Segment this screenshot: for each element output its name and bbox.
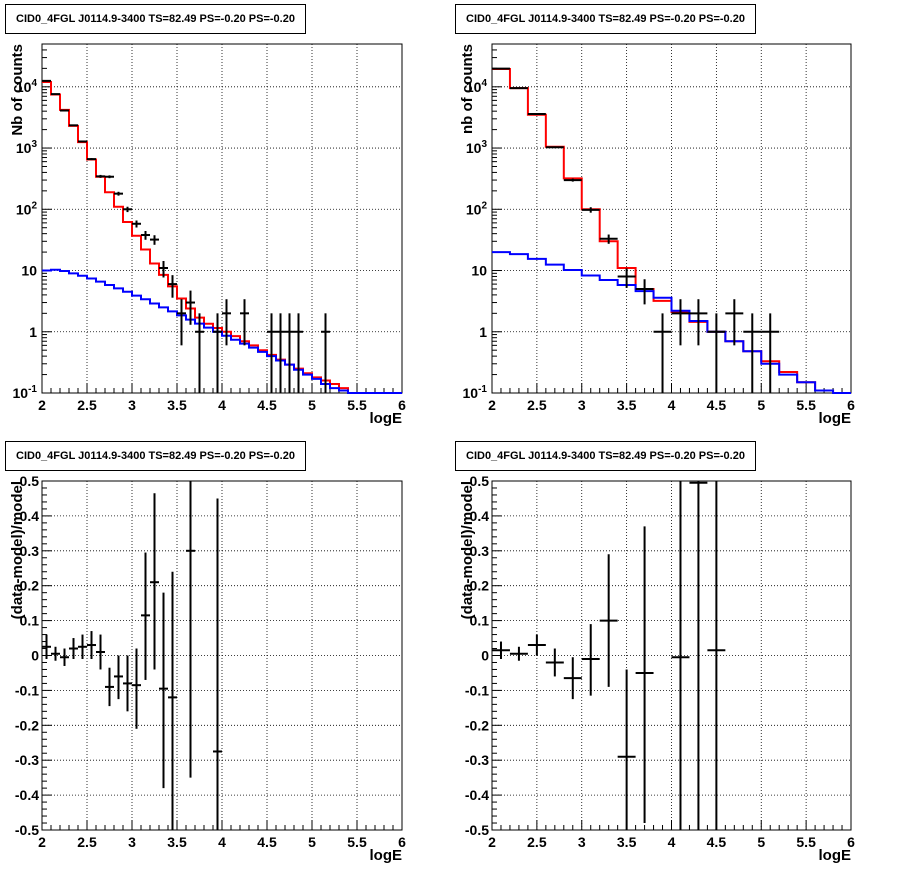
x-tick-label: 2.5	[77, 397, 97, 413]
y-tick-label: -0.2	[15, 717, 39, 733]
chart-title: CID0_4FGL J0114.9-3400 TS=82.49 PS=-0.20…	[455, 441, 756, 471]
x-tick-label: 6	[398, 834, 406, 850]
x-tick-label: 3.5	[617, 834, 637, 850]
y-tick-label: -0.1	[465, 682, 489, 698]
y-tick-label: 103	[466, 139, 488, 156]
x-tick-label: 5	[308, 834, 316, 850]
y-tick-label: 0.2	[20, 578, 40, 594]
y-tick-label: -0.3	[465, 752, 489, 768]
chart-title: CID0_4FGL J0114.9-3400 TS=82.49 PS=-0.20…	[455, 4, 756, 34]
x-tick-label: 5.5	[796, 397, 816, 413]
y-tick-label: -0.3	[15, 752, 39, 768]
plot-panel: 2 2.5 3 3.5 4 4.5 5 5.5 6 -0.5 -0.4 -0.3 -0.2 -0.1 0 0.…	[9, 473, 406, 864]
x-axis-label: logE	[819, 847, 852, 864]
plot-panel: 2 2.5 3 3.5 4 4.5 5 5.5 6 10-1 1 10 102 103 104 logE nb …	[459, 43, 855, 427]
y-tick-label: 10	[21, 263, 37, 279]
y-tick-label: 0	[31, 648, 39, 664]
y-tick-label: -0.4	[465, 787, 489, 803]
x-tick-label: 3	[578, 397, 586, 413]
plot-panel: 2 2.5 3 3.5 4 4.5 5 5.5 6 10-1 1 10 102 103 104 logE Nb …	[9, 43, 406, 427]
y-axis-label: (data-model)/model	[459, 481, 476, 619]
x-tick-label: 4	[668, 834, 676, 850]
x-tick-label: 4.5	[257, 834, 277, 850]
y-tick-label: 0.5	[470, 473, 490, 489]
x-tick-label: 5	[757, 397, 765, 413]
chart-title: CID0_4FGL J0114.9-3400 TS=82.49 PS=-0.20…	[5, 4, 306, 34]
x-tick-label: 2.5	[77, 834, 97, 850]
y-tick-label: 10-1	[13, 384, 38, 401]
x-axis-label: logE	[819, 410, 852, 427]
y-tick-label: 0.1	[20, 613, 40, 629]
y-tick-label: 102	[466, 200, 488, 217]
y-tick-label: -0.4	[15, 787, 39, 803]
y-tick-label: 0.4	[20, 508, 40, 524]
x-tick-label: 5	[308, 397, 316, 413]
y-tick-label: -0.1	[15, 682, 39, 698]
y-tick-label: 0.1	[470, 613, 490, 629]
y-tick-label: 1	[29, 324, 37, 340]
y-tick-label: 0.3	[20, 543, 40, 559]
x-tick-label: 6	[847, 834, 855, 850]
x-tick-label: 6	[398, 397, 406, 413]
x-tick-label: 4.5	[707, 397, 727, 413]
y-tick-label: 0	[481, 648, 489, 664]
y-axis-label: nb of counts	[459, 44, 476, 134]
x-tick-label: 4	[668, 397, 676, 413]
x-tick-label: 3.5	[167, 397, 187, 413]
y-axis-label: Nb of counts	[9, 44, 26, 136]
x-tick-label: 2.5	[527, 834, 547, 850]
x-tick-label: 5.5	[796, 834, 816, 850]
x-tick-label: 2	[38, 834, 46, 850]
y-tick-label: 10-1	[463, 384, 488, 401]
x-tick-label: 5.5	[347, 397, 367, 413]
y-tick-label: 0.4	[470, 508, 490, 524]
x-tick-label: 4	[218, 834, 226, 850]
y-tick-label: 103	[16, 139, 38, 156]
x-tick-label: 3	[128, 834, 136, 850]
x-tick-label: 2.5	[527, 397, 547, 413]
histogram-series-line	[492, 251, 851, 394]
x-tick-label: 3.5	[617, 397, 637, 413]
y-tick-label: -0.5	[465, 822, 489, 838]
y-tick-label: 0.2	[470, 578, 490, 594]
x-tick-label: 3	[578, 834, 586, 850]
y-axis-label: (data-model)/model	[9, 481, 26, 619]
x-tick-label: 4	[218, 397, 226, 413]
y-tick-label: 104	[16, 78, 38, 95]
x-tick-label: 3.5	[167, 834, 187, 850]
x-axis-label: logE	[370, 847, 403, 864]
x-tick-label: 5	[757, 834, 765, 850]
x-tick-label: 3	[128, 397, 136, 413]
x-tick-label: 4.5	[707, 834, 727, 850]
histogram-series-line	[42, 268, 402, 394]
x-axis-label: logE	[370, 410, 403, 427]
y-tick-label: 1	[479, 324, 487, 340]
x-tick-label: 4.5	[257, 397, 277, 413]
chart-title: CID0_4FGL J0114.9-3400 TS=82.49 PS=-0.20…	[5, 441, 306, 471]
y-tick-label: 0.3	[470, 543, 490, 559]
y-tick-label: 102	[16, 200, 38, 217]
x-tick-label: 6	[847, 397, 855, 413]
y-tick-label: -0.5	[15, 822, 39, 838]
x-tick-label: 2	[488, 834, 496, 850]
x-tick-label: 5.5	[347, 834, 367, 850]
x-tick-label: 2	[38, 397, 46, 413]
plot-panel: 2 2.5 3 3.5 4 4.5 5 5.5 6 -0.5 -0.4 -0.3 -0.2 -0.1 0 0.…	[459, 473, 855, 864]
x-tick-label: 2	[488, 397, 496, 413]
y-tick-label: -0.2	[465, 717, 489, 733]
y-tick-label: 0.5	[20, 473, 40, 489]
y-tick-label: 104	[466, 78, 488, 95]
y-tick-label: 10	[471, 263, 487, 279]
